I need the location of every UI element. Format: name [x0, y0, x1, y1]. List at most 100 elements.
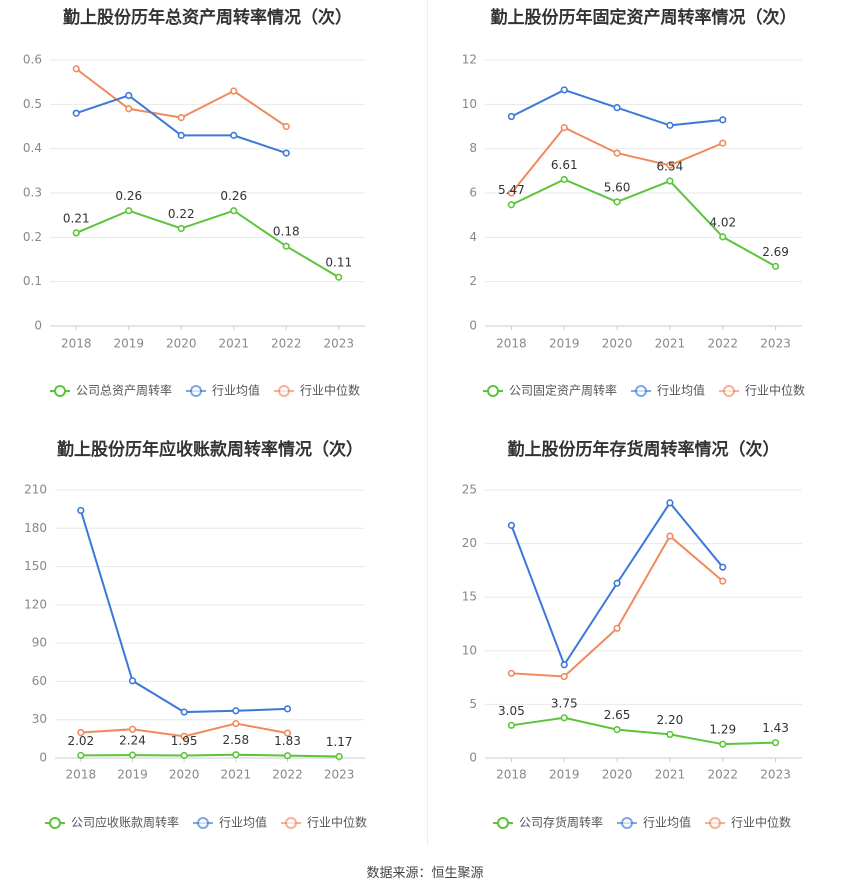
- point-industry-avg: [507, 112, 516, 121]
- x-tick-label: 2019: [117, 768, 148, 782]
- legend-label-company: 公司固定资产周转率: [509, 383, 617, 398]
- x-tick-label: 2023: [760, 768, 791, 782]
- legend-marker-company: [54, 385, 66, 397]
- point-industry-avg: [283, 705, 292, 713]
- y-tick-label: 0.5: [23, 97, 42, 111]
- x-tick-label: 2021: [221, 768, 252, 782]
- legend-marker-industry-avg: [197, 817, 209, 829]
- data-label: 1.95: [171, 734, 198, 748]
- legend-marker-industry-avg: [621, 817, 633, 829]
- point-industry-avg: [560, 86, 568, 94]
- point-company: [719, 740, 727, 748]
- data-label: 2.20: [657, 713, 684, 727]
- y-tick-label: 30: [32, 712, 47, 726]
- x-tick-label: 2018: [61, 337, 92, 351]
- data-label: 6.54: [657, 160, 684, 174]
- chart-panel-total-asset-turnover: 勤上股份历年总资产周转率情况（次） 0 0.1 0.2 0.3 0.4 0.5 0.6 2018…: [0, 0, 425, 420]
- chart-fixed-asset-turnover: 勤上股份历年固定资产周转率情况（次） 0 2 4 6 8 10 12 2018 2019 2020 2…: [462, 7, 805, 398]
- chart-plot-group: 勤上股份历年存货周转率情况（次） 0 5 10 15 20 25 2018 2019 2020 20…: [462, 439, 802, 830]
- y-tick-label: 0.3: [23, 186, 42, 200]
- y-tick-label: 0: [34, 319, 42, 333]
- y-tick-label: 2: [469, 274, 477, 288]
- point-industry-avg: [719, 116, 727, 124]
- point-industry-avg: [719, 563, 727, 571]
- legend-marker-industry-median: [285, 817, 297, 829]
- x-tick-label: 2018: [496, 337, 527, 351]
- legend-label-company: 公司存货周转率: [519, 815, 603, 830]
- point-company: [719, 233, 727, 241]
- x-tick-label: 2021: [655, 337, 686, 351]
- point-industry-median: [719, 577, 727, 585]
- point-company: [283, 752, 292, 760]
- point-industry-avg: [282, 149, 290, 157]
- point-industry-avg: [125, 91, 133, 100]
- point-company: [232, 751, 240, 759]
- point-company: [72, 229, 80, 237]
- y-tick-label: 0.1: [23, 274, 42, 288]
- x-tick-label: 2022: [707, 768, 738, 782]
- y-tick-label: 10: [462, 97, 477, 111]
- data-label: 0.26: [220, 189, 247, 203]
- point-company: [666, 177, 674, 185]
- y-tick-label: 180: [24, 521, 47, 535]
- x-tick-label: 2019: [113, 337, 144, 351]
- y-tick-label: 0.2: [23, 230, 42, 244]
- x-tick-label: 2022: [271, 337, 302, 351]
- point-company: [771, 262, 780, 270]
- point-industry-median: [177, 114, 185, 122]
- data-label: 4.02: [709, 215, 736, 229]
- legend-label-industry-median: 行业中位数: [300, 383, 360, 398]
- point-industry-median: [507, 669, 516, 677]
- x-tick-label: 2021: [218, 337, 249, 351]
- chart-title: 勤上股份历年应收账款周转率情况（次）: [57, 439, 363, 460]
- y-tick-label: 210: [24, 483, 47, 497]
- point-industry-median: [128, 725, 137, 733]
- y-tick-label: 4: [469, 230, 477, 244]
- data-label: 3.05: [498, 704, 525, 718]
- point-industry-avg: [613, 579, 621, 587]
- point-company: [335, 752, 343, 761]
- x-tick-label: 2018: [496, 768, 527, 782]
- point-industry-avg: [180, 708, 188, 716]
- point-company: [613, 198, 621, 206]
- legend-label-company: 公司应收账款周转率: [71, 815, 179, 830]
- point-company: [128, 751, 137, 759]
- legend-label-company: 公司总资产周转率: [76, 383, 172, 398]
- point-company: [282, 242, 290, 250]
- series-line-company: [75, 209, 340, 279]
- data-label: 1.17: [326, 735, 353, 749]
- data-label: 0.18: [273, 225, 300, 239]
- chart-receivables-turnover: 勤上股份历年应收账款周转率情况（次） 0 30 60 90 120 150 180 210 201…: [24, 439, 367, 830]
- point-industry-median: [666, 532, 674, 540]
- x-tick-label: 2020: [602, 337, 633, 351]
- series-line-company: [510, 178, 777, 268]
- data-label: 0.21: [63, 211, 90, 225]
- chart-panel-receivables-turnover: 勤上股份历年应收账款周转率情况（次） 0 30 60 90 120 150 180 210 201…: [0, 430, 425, 855]
- data-label: 3.75: [551, 696, 578, 710]
- point-industry-median: [180, 732, 188, 740]
- point-company: [177, 224, 185, 233]
- point-company: [230, 207, 238, 215]
- chart-inventory-turnover: 勤上股份历年存货周转率情况（次） 0 5 10 15 20 25 2018 2019 2020 20…: [462, 439, 802, 830]
- point-industry-avg: [77, 506, 85, 515]
- legend-marker-industry-avg: [190, 385, 202, 397]
- data-label: 2.24: [119, 734, 146, 748]
- point-industry-median: [507, 189, 516, 197]
- point-industry-avg: [507, 521, 516, 529]
- source-note: 数据来源：恒生聚源: [366, 866, 484, 881]
- x-tick-label: 2023: [760, 337, 791, 351]
- point-industry-avg: [230, 131, 238, 139]
- legend-label-industry-median: 行业中位数: [745, 383, 805, 398]
- data-label: 2.65: [604, 708, 631, 722]
- x-tick-label: 2018: [66, 768, 97, 782]
- data-label: 0.22: [168, 207, 195, 221]
- data-label: 1.43: [762, 721, 789, 735]
- point-industry-median: [560, 672, 568, 681]
- legend-marker-industry-avg: [635, 385, 647, 397]
- data-label: 2.02: [67, 734, 94, 748]
- data-label: 2.69: [762, 245, 789, 259]
- y-tick-label: 60: [32, 674, 47, 688]
- point-industry-median: [282, 122, 290, 131]
- y-tick-label: 25: [462, 483, 477, 497]
- data-label: 6.61: [551, 158, 578, 172]
